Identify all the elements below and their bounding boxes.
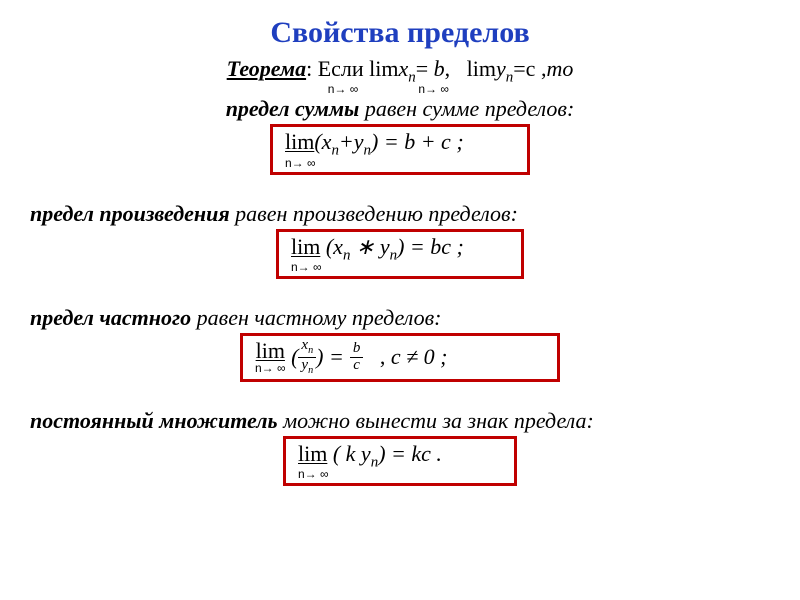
theorem-lim-y: limyn=c ,то [467,56,574,81]
sum-formula-box: lim(xn+yn) = b + c ; n→ ∞ [270,124,530,174]
theorem-subscripts: n→ ∞ n→ ∞ [30,82,770,96]
sum-property-label: предел суммы равен сумме пределов: [30,96,770,122]
quotient-property-label: предел частного равен частному пределов: [30,305,770,331]
constant-property-label: постоянный множитель можно вынести за зн… [30,408,770,434]
label-bold: предел частного [30,305,191,330]
quotient-formula: limn→ ∞ (xnyn) =bc , c ≠ 0 ; [255,338,545,376]
label-rest: равен сумме пределов: [359,96,574,121]
label-rest: равен произведению пределов: [230,201,518,226]
fraction-xy: xnyn [298,338,316,376]
constant-formula-box: lim ( k yn) = kc . n→ ∞ [283,436,517,486]
label-bold: предел суммы [226,96,360,121]
product-formula-box: lim (xn ∗ yn) = bc ; n→ ∞ [276,229,524,279]
label-bold: предел произведения [30,201,230,226]
quotient-lim: limn→ ∞ [255,340,286,374]
fraction-bc: bc [350,341,364,374]
theorem-lim-x: limxn= b, [369,56,467,81]
label-rest: равен частному пределов: [191,305,441,330]
quotient-formula-box: limn→ ∞ (xnyn) =bc , c ≠ 0 ; [240,333,560,381]
page-root: Свойства пределов Теорема: Если limxn= b… [0,0,800,600]
label-bold: постоянный множитель [30,408,278,433]
close-paren-eq: ) = [316,344,344,370]
quotient-condition: , c ≠ 0 ; [363,344,447,370]
label-rest: можно вынести за знак предела: [278,408,594,433]
theorem-if: : Если [306,56,369,81]
page-title: Свойства пределов [30,16,770,50]
product-property-label: предел произведения равен произведению п… [30,201,770,227]
theorem-label: Теорема [227,56,306,81]
open-paren: ( [286,344,299,370]
